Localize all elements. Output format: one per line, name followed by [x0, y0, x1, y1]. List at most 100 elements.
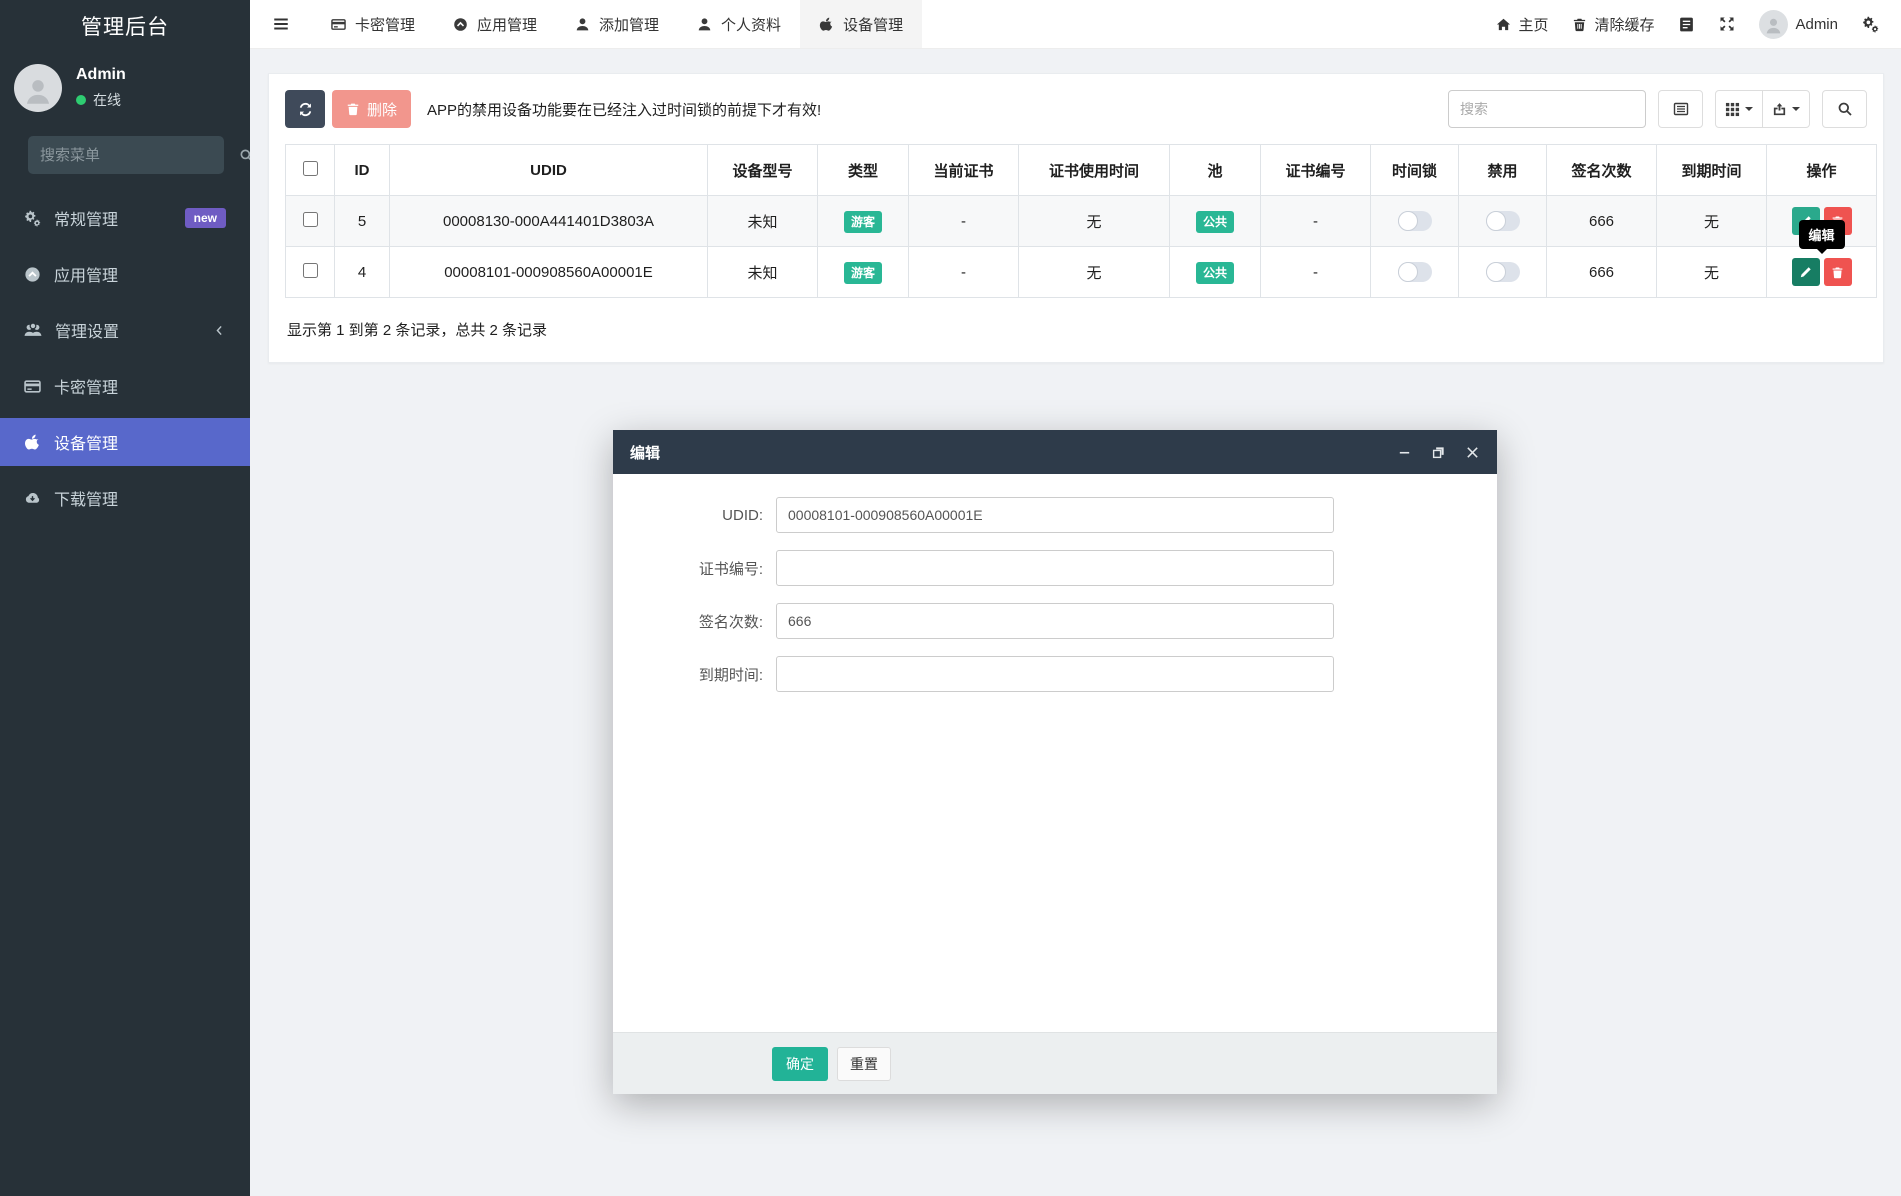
tab-label: 设备管理 — [843, 16, 904, 34]
user-menu[interactable]: Admin — [1759, 9, 1838, 39]
tab-label: 个人资料 — [721, 16, 782, 34]
sidebar-item-cards[interactable]: 卡密管理 — [0, 362, 250, 410]
udid-field[interactable] — [776, 497, 1334, 533]
table-row: 4 00008101-000908560A00001E 未知 游客 - 无 公共… — [285, 220, 1877, 298]
log-icon[interactable] — [1678, 16, 1695, 33]
sidebar-item-admin-settings[interactable]: 管理设置 — [0, 306, 250, 354]
pool-badge: 公共 — [1195, 261, 1234, 284]
cell-cert: - — [908, 195, 1019, 247]
export-button[interactable] — [1762, 90, 1810, 128]
device-table: ID UDID 设备型号 类型 当前证书 证书使用时间 池 证书编号 时间锁 禁… — [285, 144, 1877, 298]
user-panel: Admin 在线 — [0, 52, 250, 126]
user-icon — [697, 17, 712, 32]
type-badge: 游客 — [843, 210, 882, 233]
reset-button[interactable]: 重置 — [837, 1046, 891, 1081]
sidebar-item-downloads[interactable]: 下载管理 — [0, 474, 250, 522]
cell-sign-count: 666 — [1546, 246, 1657, 298]
time-lock-toggle[interactable] — [1397, 211, 1432, 231]
modal-header[interactable]: 编辑 — [613, 430, 1497, 474]
home-icon — [1496, 17, 1511, 32]
chevron-left-icon — [213, 324, 226, 337]
time-lock-toggle[interactable] — [1397, 262, 1432, 282]
maximize-icon[interactable] — [1431, 445, 1446, 460]
caret-down-icon — [1745, 107, 1753, 115]
gear-icon[interactable] — [1862, 16, 1879, 33]
col-id: ID — [334, 144, 390, 196]
disable-toggle[interactable] — [1485, 262, 1520, 282]
search-toggle-button[interactable] — [1822, 90, 1867, 128]
trash-icon — [1831, 266, 1844, 279]
credit-card-icon — [24, 378, 41, 395]
topbar-right: 主页 清除缓存 Admin — [1496, 0, 1901, 48]
sidebar-item-apps[interactable]: 应用管理 — [0, 250, 250, 298]
tab-cards[interactable]: 卡密管理 — [312, 0, 434, 48]
tab-profile[interactable]: 个人资料 — [678, 0, 800, 48]
table-search-input[interactable] — [1448, 90, 1646, 128]
detail-view-button[interactable] — [1658, 90, 1703, 128]
tab-add-admin[interactable]: 添加管理 — [556, 0, 678, 48]
modal-footer: 确定 重置 — [613, 1032, 1497, 1094]
hamburger-icon[interactable] — [250, 0, 312, 48]
user-icon — [575, 17, 590, 32]
tab-label: 添加管理 — [599, 16, 660, 34]
refresh-button[interactable] — [285, 90, 325, 128]
tab-devices[interactable]: 设备管理 — [800, 0, 923, 48]
sidebar-item-devices[interactable]: 设备管理 — [0, 418, 250, 466]
edit-modal: 编辑 UDID: 证书编号: 签名次数: 到期时间: 确定 重置 — [613, 430, 1497, 1094]
col-cert-time: 证书使用时间 — [1018, 144, 1170, 196]
topbar-tabs: 卡密管理 应用管理 添加管理 个人资料 设备管理 — [312, 0, 923, 48]
edit-button[interactable] — [1791, 258, 1820, 286]
delete-row-button[interactable] — [1823, 258, 1852, 286]
sign-count-field[interactable] — [776, 603, 1334, 639]
clear-cache-link[interactable]: 清除缓存 — [1572, 14, 1654, 35]
topbar-user-label: Admin — [1795, 15, 1838, 33]
row-checkbox[interactable] — [302, 262, 318, 278]
columns-button[interactable] — [1715, 90, 1763, 128]
credit-card-icon — [331, 17, 346, 32]
cell-model: 未知 — [707, 195, 818, 247]
edit-tooltip: 编辑 — [1798, 220, 1845, 249]
users-icon — [24, 321, 42, 339]
sidebar-item-label: 卡密管理 — [54, 380, 119, 397]
cell-cert: - — [908, 246, 1019, 298]
sign-count-label: 签名次数: — [698, 613, 763, 631]
close-icon[interactable] — [1465, 445, 1480, 460]
sidebar-item-label: 常规管理 — [54, 212, 119, 229]
expire-field[interactable] — [776, 656, 1334, 692]
fullscreen-icon[interactable] — [1719, 16, 1735, 32]
delete-button[interactable]: 删除 — [332, 90, 412, 128]
col-cert: 当前证书 — [908, 144, 1019, 196]
col-cert-no: 证书编号 — [1260, 144, 1371, 196]
cell-cert-no: - — [1260, 195, 1371, 247]
select-all-checkbox[interactable] — [302, 160, 318, 176]
modal-body: UDID: 证书编号: 签名次数: 到期时间: — [613, 474, 1497, 1032]
col-pool: 池 — [1169, 144, 1261, 196]
cert-no-field[interactable] — [776, 550, 1334, 586]
sidebar-item-general[interactable]: 常规管理 new — [0, 194, 250, 242]
circle-up-icon — [24, 266, 41, 283]
udid-label: UDID: — [722, 506, 763, 524]
export-icon — [1772, 102, 1787, 117]
refresh-icon — [298, 102, 313, 117]
minimize-icon[interactable] — [1397, 445, 1412, 460]
online-dot-icon — [76, 95, 86, 105]
avatar — [1759, 9, 1789, 39]
table-search — [1448, 90, 1646, 128]
col-udid: UDID — [389, 144, 708, 196]
apple-icon — [819, 17, 834, 32]
grid-icon — [1725, 102, 1740, 117]
toolbar-right — [1448, 90, 1867, 128]
sidebar-search-input[interactable] — [40, 146, 239, 164]
col-model: 设备型号 — [707, 144, 818, 196]
confirm-button[interactable]: 确定 — [772, 1046, 828, 1081]
tab-apps[interactable]: 应用管理 — [434, 0, 556, 48]
sidebar-item-label: 管理设置 — [55, 324, 120, 341]
cell-model: 未知 — [707, 246, 818, 298]
sidebar-item-label: 设备管理 — [54, 436, 119, 453]
cell-udid: 00008130-000A441401D3803A — [389, 195, 708, 247]
disable-toggle[interactable] — [1485, 211, 1520, 231]
home-link[interactable]: 主页 — [1496, 14, 1548, 35]
trash-icon — [346, 102, 360, 116]
row-checkbox[interactable] — [302, 211, 318, 227]
user-name: Admin — [76, 66, 126, 83]
